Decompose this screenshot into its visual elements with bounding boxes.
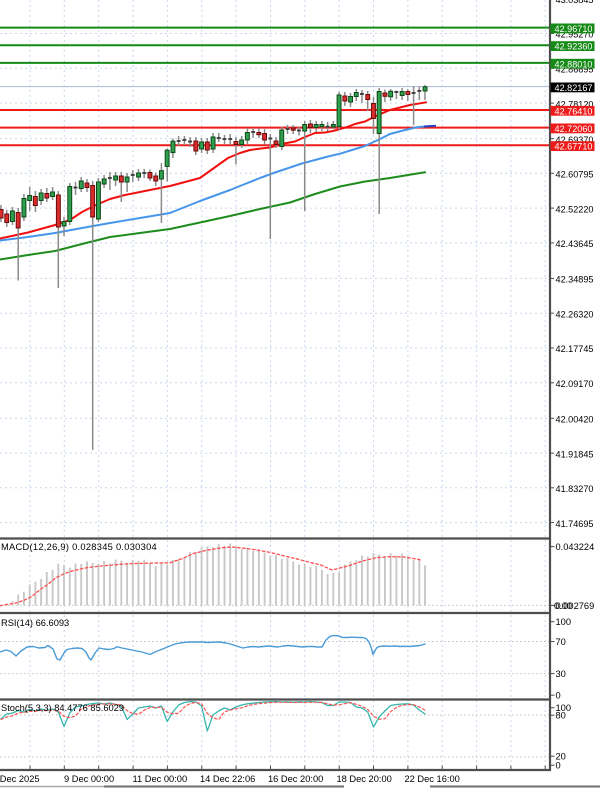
svg-text:70: 70 (556, 637, 566, 647)
svg-text:41.74695: 41.74695 (556, 519, 594, 529)
svg-text:43.03845: 43.03845 (556, 0, 594, 5)
svg-text:0: 0 (556, 761, 561, 771)
svg-text:11 Dec 00:00: 11 Dec 00:00 (133, 774, 188, 784)
svg-text:41.83270: 41.83270 (556, 484, 594, 494)
svg-text:RSI(14) 66.6093: RSI(14) 66.6093 (1, 618, 69, 628)
svg-text:42.26320: 42.26320 (556, 309, 594, 319)
svg-text:42.96710: 42.96710 (555, 24, 593, 34)
svg-text:42.82167: 42.82167 (555, 83, 593, 93)
svg-text:9 Dec 00:00: 9 Dec 00:00 (64, 774, 114, 784)
svg-text:0.00: 0.00 (554, 601, 572, 611)
svg-text:42.67710: 42.67710 (555, 142, 593, 152)
svg-text:42.76410: 42.76410 (555, 106, 593, 116)
svg-text:41.91845: 41.91845 (556, 449, 594, 459)
svg-text:42.17745: 42.17745 (556, 344, 594, 354)
svg-text:42.34895: 42.34895 (556, 275, 594, 285)
svg-text:42.43645: 42.43645 (556, 239, 594, 249)
svg-text:100: 100 (556, 617, 572, 627)
svg-text:0.043224: 0.043224 (556, 542, 595, 552)
svg-text:42.60795: 42.60795 (556, 170, 594, 180)
svg-text:Stoch(5,3,3) 84.4776 85.6029: Stoch(5,3,3) 84.4776 85.6029 (1, 703, 124, 713)
svg-text:5 Dec 2025: 5 Dec 2025 (0, 774, 40, 784)
svg-text:42.09170: 42.09170 (556, 379, 594, 389)
svg-text:MACD(12,26,9) 0.028345 0.03030: MACD(12,26,9) 0.028345 0.030304 (1, 542, 157, 552)
svg-text:14 Dec 22:06: 14 Dec 22:06 (200, 774, 255, 784)
svg-text:42.52220: 42.52220 (556, 204, 594, 214)
svg-text:0: 0 (556, 691, 561, 701)
svg-text:42.00420: 42.00420 (556, 415, 594, 425)
svg-text:42.72060: 42.72060 (555, 124, 593, 134)
svg-text:80: 80 (556, 711, 566, 721)
svg-text:42.92360: 42.92360 (555, 42, 593, 52)
svg-text:42.88010: 42.88010 (555, 59, 593, 69)
svg-text:16 Dec 20:00: 16 Dec 20:00 (268, 774, 323, 784)
svg-text:18 Dec 20:00: 18 Dec 20:00 (337, 774, 392, 784)
svg-text:22 Dec 16:00: 22 Dec 16:00 (405, 774, 460, 784)
svg-text:30: 30 (556, 669, 566, 679)
